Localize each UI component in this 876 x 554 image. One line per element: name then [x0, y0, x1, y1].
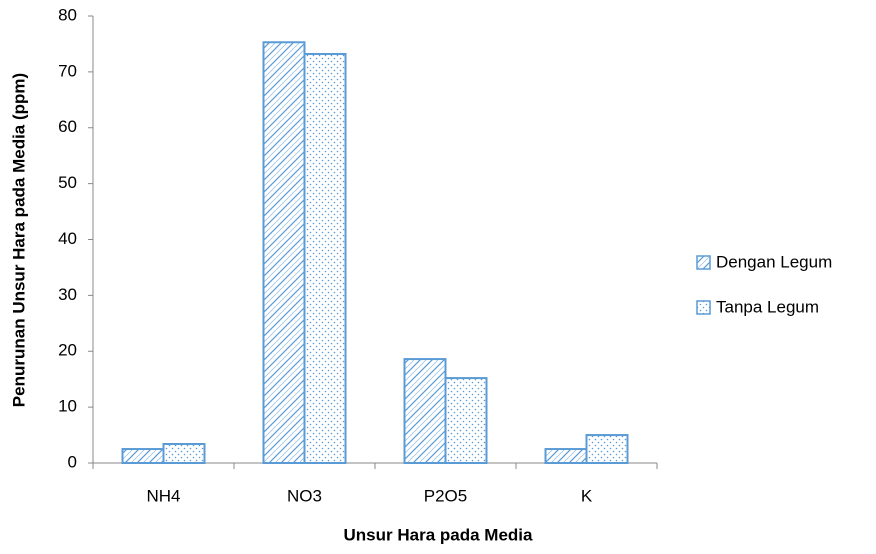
y-tick-label: 30 [58, 285, 77, 304]
y-tick-label: 10 [58, 397, 77, 416]
bar [162, 443, 206, 465]
y-tick-label: 20 [58, 341, 77, 360]
bar [444, 377, 488, 465]
y-tick-label: 60 [58, 117, 77, 136]
bar [403, 358, 447, 465]
bar [303, 52, 347, 465]
y-axis-title: Penurunan Unsur Hara pada Media (ppm) [9, 73, 28, 407]
x-tick-label: P2O5 [424, 486, 467, 505]
x-tick-label: NO3 [287, 486, 322, 505]
legend-swatch [696, 300, 711, 315]
bar [585, 434, 629, 464]
x-tick-label: K [581, 486, 593, 505]
y-tick-label: 50 [58, 173, 77, 192]
x-tick-label: NH4 [146, 486, 180, 505]
x-axis-title: Unsur Hara pada Media [344, 525, 533, 544]
bar [121, 448, 165, 464]
y-tick-label: 70 [58, 61, 77, 80]
y-tick-label: 0 [68, 452, 77, 471]
legend-label: Tanpa Legum [716, 297, 819, 316]
y-tick-label: 40 [58, 229, 77, 248]
legend-swatch [696, 255, 711, 270]
y-tick-label: 80 [58, 5, 77, 24]
legend-label: Dengan Legum [716, 252, 832, 271]
bar [262, 41, 306, 464]
bar [544, 448, 588, 464]
